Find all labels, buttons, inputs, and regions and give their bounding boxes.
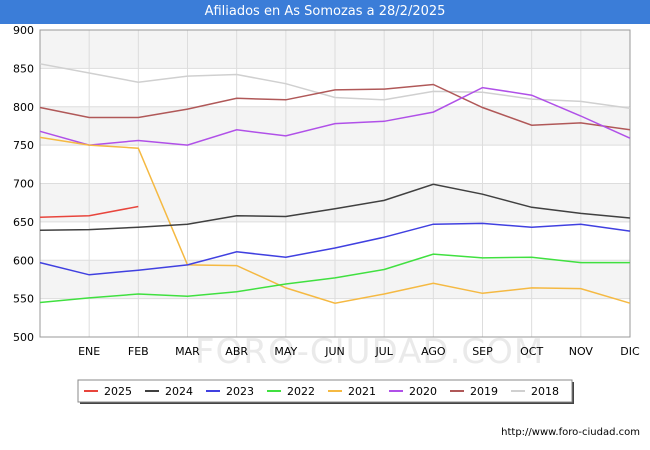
- x-tick-label: FEB: [128, 345, 149, 358]
- y-tick-label: 550: [13, 293, 34, 306]
- series-line-2020: [39, 86, 631, 146]
- legend-box: [77, 379, 573, 403]
- x-tick-label: SEP: [472, 345, 493, 358]
- series-lines: [39, 63, 631, 304]
- series-line-2022: [39, 253, 630, 304]
- plot-frame: [39, 29, 631, 338]
- y-tick-label: 700: [13, 178, 34, 191]
- legend-label-2023[interactable]: 2023: [226, 385, 254, 398]
- legend-label-2025[interactable]: 2025: [104, 385, 132, 398]
- y-tick-label: 850: [13, 62, 34, 75]
- legend-label-2019[interactable]: 2019: [470, 385, 498, 398]
- series-line-2025: [39, 205, 139, 219]
- x-axis-ticks: ENE FEB MAR ABR MAY JUN JUL AGO SEP OCT NOV DIC: [78, 345, 640, 358]
- series-line-2018: [39, 63, 631, 110]
- grid-lines: [40, 29, 631, 338]
- y-tick-label: 900: [13, 24, 34, 37]
- legend-label-2024[interactable]: 2024: [165, 385, 193, 398]
- y-tick-label: 500: [13, 331, 34, 344]
- legend-label-2020[interactable]: 2020: [409, 385, 437, 398]
- x-tick-label: JUN: [324, 345, 345, 358]
- series-line-2024: [39, 183, 631, 232]
- legend-label-2018[interactable]: 2018: [531, 385, 559, 398]
- series-line-2019: [39, 83, 631, 131]
- x-tick-label: OCT: [520, 345, 543, 358]
- series-line-2023: [39, 222, 631, 276]
- y-tick-label: 600: [13, 254, 34, 267]
- series-line-2021: [39, 136, 631, 304]
- x-tick-label: NOV: [569, 345, 594, 358]
- footer-url[interactable]: http://www.foro-ciudad.com: [501, 427, 640, 438]
- watermark: FORO-CIUDAD.COM: [195, 332, 545, 372]
- x-tick-label: ENE: [78, 345, 100, 358]
- x-tick-label: AGO: [421, 345, 446, 358]
- x-tick-label: MAY: [274, 345, 297, 358]
- x-tick-label: DIC: [620, 345, 640, 358]
- y-tick-label: 750: [13, 139, 34, 152]
- legend-label-2021[interactable]: 2021: [348, 385, 376, 398]
- y-tick-label: 800: [13, 101, 34, 114]
- x-tick-label: ABR: [225, 345, 248, 358]
- x-tick-label: MAR: [175, 345, 200, 358]
- x-tick-label: JUL: [374, 345, 393, 358]
- legend-label-2022[interactable]: 2022: [287, 385, 315, 398]
- legend: 2025 2024 2023 2022 2021 2020 2019 2018: [77, 379, 574, 404]
- chart-title: Afiliados en As Somozas a 28/2/2025: [0, 0, 650, 24]
- y-axis-ticks: 500 550 600 650 700 750 800 850 900: [13, 24, 34, 344]
- y-tick-label: 650: [13, 216, 34, 229]
